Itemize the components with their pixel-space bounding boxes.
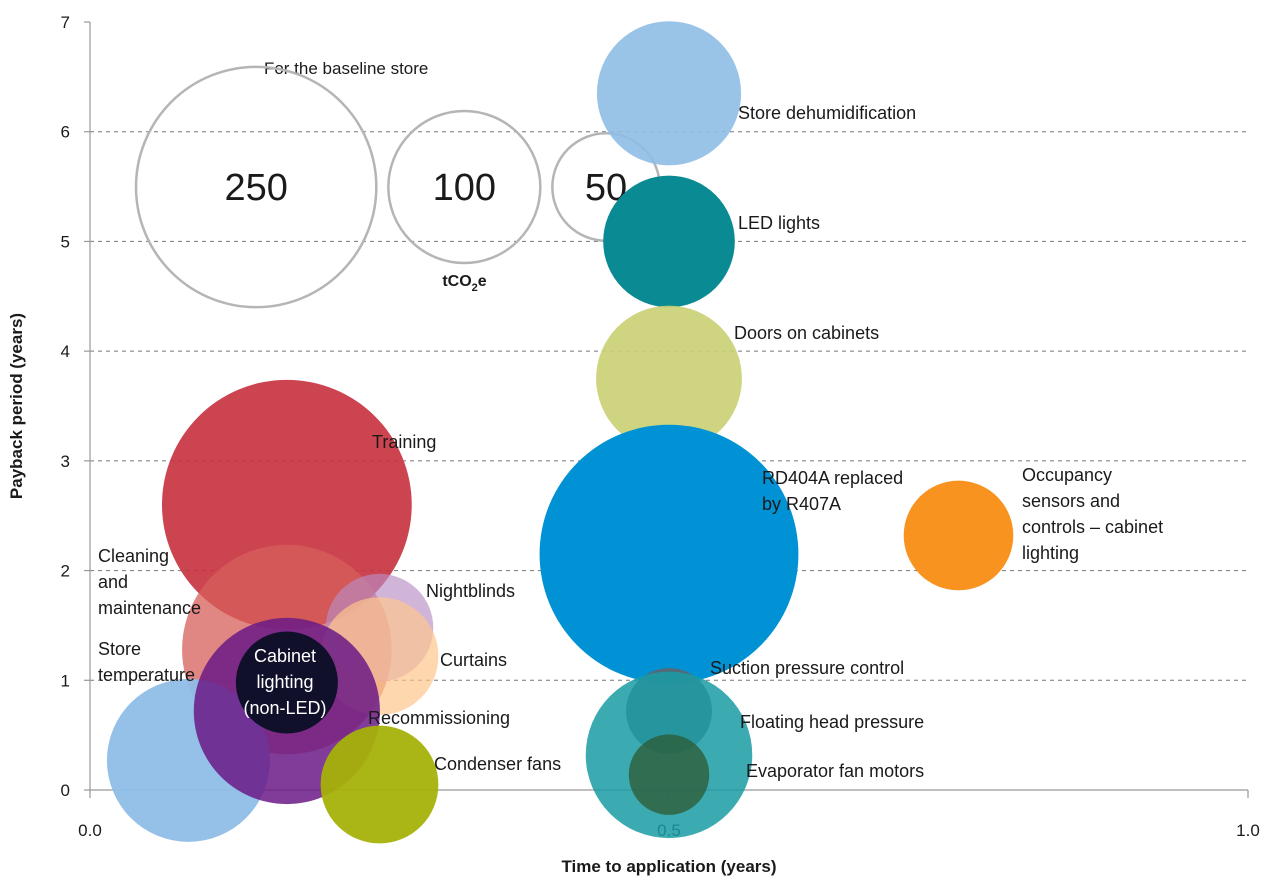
bubble-label-line: lighting [256, 672, 313, 692]
bubble-label-line: Suction pressure control [710, 658, 904, 678]
bubble-label: LED lights [738, 213, 820, 233]
bubble-label-line: Recommissioning [368, 708, 510, 728]
bubble-label-line: (non-LED) [243, 698, 326, 718]
bubble-label: Store dehumidification [738, 103, 916, 123]
size-key-circle [134, 65, 378, 309]
bubble-label-line: and [98, 572, 128, 592]
bubble-label-line: Cleaning [98, 546, 169, 566]
bubble-label-line: Occupancy [1022, 465, 1112, 485]
size-key-circle [387, 109, 542, 265]
bubble-label: Curtains [440, 650, 507, 670]
bubble-label-line: sensors and [1022, 491, 1120, 511]
bubble [320, 725, 439, 844]
bubble-label-line: Nightblinds [426, 581, 515, 601]
size-key-value: 100 [433, 167, 496, 209]
x-tick-label: 0.0 [78, 821, 102, 840]
y-tick-label: 1 [61, 671, 70, 690]
size-key: For the baseline store tCO2e 250 100 50 [134, 59, 662, 309]
bubble-label-line: Store dehumidification [738, 103, 916, 123]
x-axis-title: Time to application (years) [561, 857, 776, 876]
bubble [596, 305, 742, 452]
bubble-label: Nightblinds [426, 581, 515, 601]
y-tick-label: 4 [61, 342, 70, 361]
bubble-label-line: maintenance [98, 598, 201, 618]
size-key-value: 250 [224, 167, 287, 209]
y-axis-title: Payback period (years) [7, 313, 26, 499]
bubble-label: Occupancy sensors and controls – cabinet li… [1022, 465, 1163, 563]
y-tick-label: 5 [61, 232, 70, 251]
bubble-label-line: controls – cabinet [1022, 517, 1163, 537]
bubble-labels: Store dehumidification LED lights Doors on… [98, 103, 1163, 781]
bubble-label: Store temperature [98, 639, 195, 685]
bubble-label-line: Floating head pressure [740, 712, 924, 732]
bubble-label: Cabinet lighting (non-LED) [243, 646, 326, 718]
bubble [235, 631, 338, 734]
bubble-label-line: Cabinet [254, 646, 316, 666]
bubble-label-line: Condenser fans [434, 754, 561, 774]
bubble-label-line: Evaporator fan motors [746, 761, 924, 781]
bubble-label: RD404A replaced by R407A [762, 468, 903, 514]
bubble-label: Cleaning and maintenance [98, 546, 201, 618]
y-tick-label: 6 [61, 123, 70, 142]
bubble-label-line: LED lights [738, 213, 820, 233]
bubble-label-line: Doors on cabinets [734, 323, 879, 343]
bubble-label: Doors on cabinets [734, 323, 879, 343]
bubble-label: Condenser fans [434, 754, 561, 774]
y-tick-label: 3 [61, 452, 70, 471]
bubble-label: Training [372, 432, 436, 452]
bubble-label-line: RD404A replaced [762, 468, 903, 488]
bubbles [106, 21, 1014, 844]
x-tick-label: 1.0 [1236, 821, 1260, 840]
bubble-label: Evaporator fan motors [746, 761, 924, 781]
y-tick-label: 2 [61, 562, 70, 581]
bubble-label-line: Curtains [440, 650, 507, 670]
bubble-label-line: Training [372, 432, 436, 452]
bubble [603, 175, 735, 308]
bubble [539, 424, 799, 684]
bubble-label: Suction pressure control [710, 658, 904, 678]
bubble-label: Recommissioning [368, 708, 510, 728]
bubble [903, 480, 1014, 591]
bubble-label-line: Store [98, 639, 141, 659]
bubble [596, 21, 742, 166]
bubble-label: Floating head pressure [740, 712, 924, 732]
size-key-unit-main: tCO [442, 273, 471, 290]
size-key-caption: For the baseline store [264, 59, 428, 78]
y-tick-label: 0 [61, 781, 70, 800]
bubble [628, 734, 710, 815]
bubble-label-line: by R407A [762, 494, 841, 514]
size-key-unit: tCO2e [442, 273, 486, 294]
bubble-label-line: temperature [98, 665, 195, 685]
size-key-unit-suffix: e [478, 273, 487, 290]
bubble-label-line: lighting [1022, 543, 1079, 563]
size-key-unit-subscript: 2 [472, 282, 478, 294]
y-tick-labels: 0 1 2 3 4 5 6 7 [61, 13, 70, 800]
y-tick-label: 7 [61, 13, 70, 32]
